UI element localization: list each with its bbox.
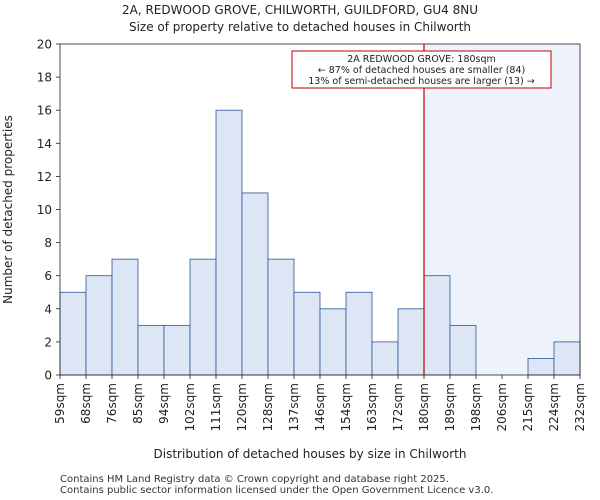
- x-tick-label: 68sqm: [79, 383, 93, 424]
- y-tick-label: 18: [37, 71, 52, 85]
- bar-128sqm: [267, 258, 295, 376]
- x-tick-label: 137sqm: [287, 383, 301, 431]
- y-tick-label: 14: [37, 137, 52, 151]
- x-tick-label: 224sqm: [547, 383, 561, 431]
- x-tick-label: 163sqm: [365, 383, 379, 431]
- bar-76sqm: [111, 258, 139, 376]
- bar-172sqm: [397, 308, 425, 376]
- x-tick-label: 180sqm: [417, 383, 431, 431]
- y-tick-label: 4: [44, 302, 52, 316]
- annotation-line-1: 2A REDWOOD GROVE: 180sqm: [347, 54, 496, 65]
- y-tick-label: 20: [37, 38, 52, 52]
- plot-frame: [59, 43, 581, 376]
- bar-137sqm: [293, 291, 321, 376]
- x-tick-label: 85sqm: [131, 383, 145, 424]
- bar-68sqm: [85, 275, 113, 376]
- x-tick-label: 102sqm: [183, 383, 197, 431]
- bar-163sqm: [371, 341, 399, 376]
- annotation-line-2: ← 87% of detached houses are smaller (84…: [318, 65, 525, 76]
- chart-subtitle: Size of property relative to detached ho…: [128, 20, 472, 34]
- x-tick-label: 215sqm: [521, 383, 535, 431]
- y-tick-label: 12: [37, 170, 52, 184]
- histogram-chart: 0 2 4 6 8 10 12 14 16 18 20 59sqm 68sqm 76sqm 85sqm 94…: [1, 38, 587, 462]
- bar-102sqm: [189, 258, 217, 376]
- x-axis-label: Distribution of detached houses by size …: [154, 447, 467, 461]
- footer-copyright: Contains HM Land Registry data © Crown c…: [60, 474, 449, 485]
- x-tick-label: 172sqm: [391, 383, 405, 431]
- bar-146sqm: [319, 308, 347, 376]
- y-tick-label: 8: [44, 236, 52, 250]
- x-tick-label: 59sqm: [53, 383, 67, 424]
- bar-154sqm: [345, 291, 373, 376]
- x-tick-label: 206sqm: [495, 383, 509, 431]
- bar-120sqm: [241, 192, 269, 376]
- y-tick-label: 2: [44, 335, 52, 349]
- chart-title: 2A, REDWOOD GROVE, CHILWORTH, GUILDFORD,…: [121, 3, 479, 17]
- x-tick-label: 128sqm: [261, 383, 275, 431]
- x-tick-label: 189sqm: [443, 383, 457, 431]
- x-tick-label: 232sqm: [573, 383, 587, 431]
- x-tick-label: 154sqm: [339, 383, 353, 431]
- footer-licence: Contains public sector information licen…: [60, 485, 494, 496]
- x-tick-label: 111sqm: [209, 383, 223, 431]
- bar-189sqm: [449, 324, 477, 376]
- bar-94sqm: [163, 324, 191, 376]
- bar-215sqm: [527, 358, 555, 376]
- bar-111sqm: [215, 109, 243, 376]
- x-tick-label: 76sqm: [105, 383, 119, 424]
- bar-224sqm: [553, 341, 581, 376]
- y-tick-label: 16: [37, 104, 52, 118]
- bar-180sqm: [423, 275, 451, 376]
- x-tick-label: 94sqm: [157, 383, 171, 424]
- annotation-line-3: 13% of semi-detached houses are larger (…: [308, 76, 535, 87]
- y-tick-label: 10: [37, 203, 52, 217]
- y-tick-label: 6: [44, 269, 52, 283]
- x-tick-label: 120sqm: [235, 383, 249, 431]
- bar-59sqm: [59, 291, 87, 376]
- y-axis-label: Number of detached properties: [1, 115, 15, 304]
- x-tick-label: 198sqm: [469, 383, 483, 431]
- annotation-box: 2A REDWOOD GROVE: 180sqm ← 87% of detach…: [291, 50, 552, 89]
- y-tick-label: 0: [44, 369, 52, 383]
- x-tick-label: 146sqm: [313, 383, 327, 431]
- bar-85sqm: [137, 324, 165, 376]
